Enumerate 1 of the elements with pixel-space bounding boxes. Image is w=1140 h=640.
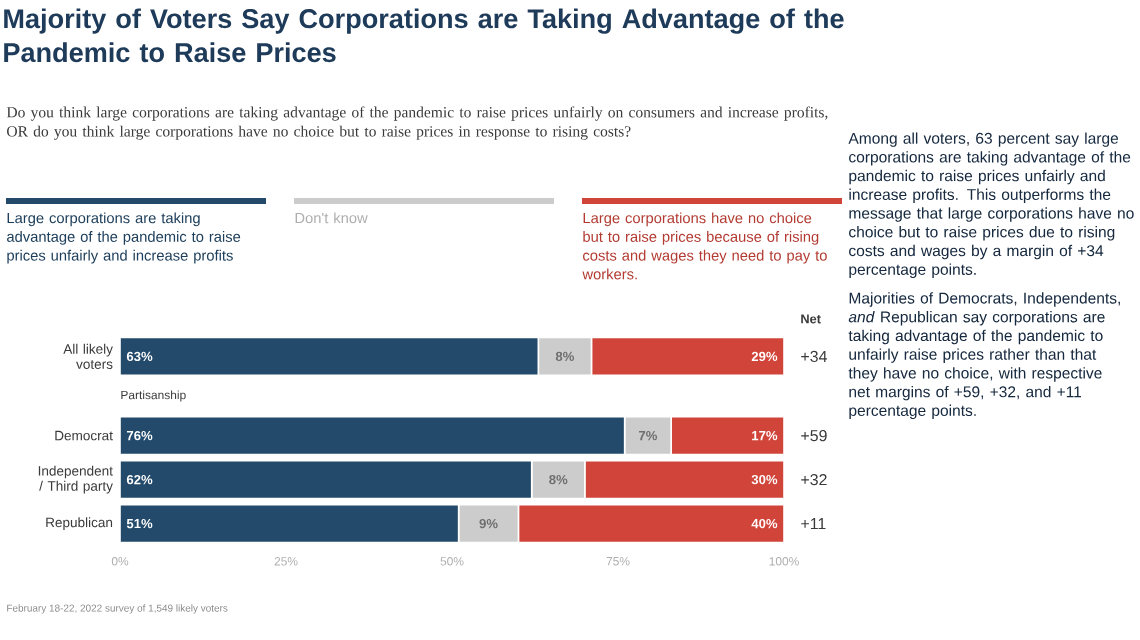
chart-title: Majority of Voters Say Corporations are Taking Advantage of the Pandemic to Raise Prices [4, 8, 844, 63]
